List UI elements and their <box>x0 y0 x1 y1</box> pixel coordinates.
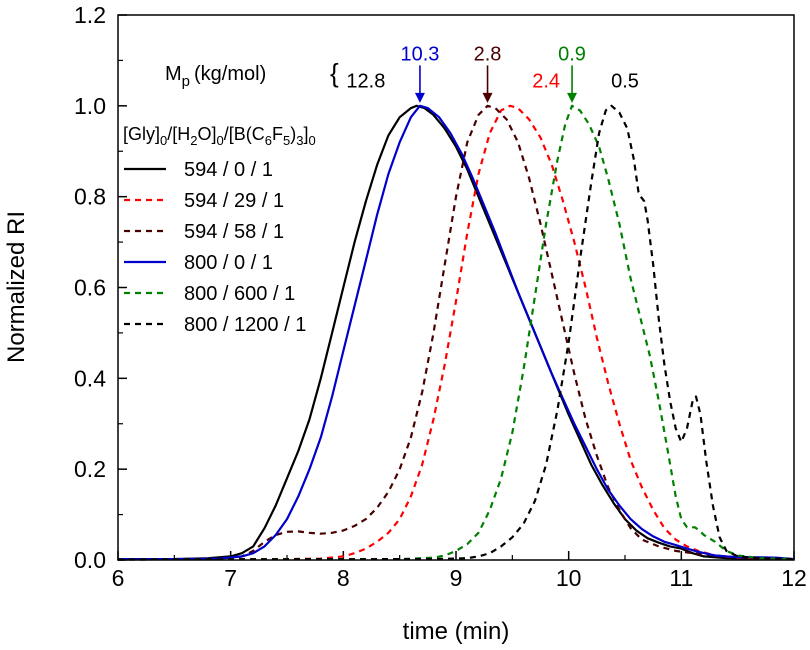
mp-label: Mp (kg/mol) <box>165 63 266 90</box>
y-tick-label: 0.2 <box>74 456 106 482</box>
legend-label-6: 800 / 1200 / 1 <box>184 314 306 336</box>
series-line-4 <box>118 104 795 561</box>
x-tick-label: 11 <box>669 565 693 591</box>
peak-label-3: 2.8 <box>474 43 502 65</box>
legend-label-2: 594 / 29 / 1 <box>184 190 284 212</box>
tick-labels: 6 7 8 9 10 11 12 0.0 0.2 0.4 0.6 0.8 1.0 1.2 <box>74 2 807 591</box>
peak-arrow-head-5 <box>567 92 578 103</box>
x-tick-label: 10 <box>556 565 582 591</box>
series-line-5 <box>117 104 795 561</box>
peak-arrow-head-3 <box>482 92 493 103</box>
mp-subscript: p <box>182 73 190 90</box>
y-axis-title: Normalized RI <box>3 211 30 363</box>
x-tick-label: 8 <box>337 565 350 591</box>
y-tick-label: 0.0 <box>74 547 106 573</box>
x-tick-label: 9 <box>450 565 463 591</box>
peak-arrow-head-2 <box>414 92 425 103</box>
y-tick-label: 0.4 <box>74 365 106 391</box>
legend-label-4: 800 / 0 / 1 <box>184 252 273 274</box>
x-tick-label: 12 <box>781 565 807 591</box>
mp-brace: { <box>330 58 339 88</box>
series-line-1 <box>118 104 795 561</box>
series-line-3 <box>117 104 795 561</box>
y-tick-label: 1.0 <box>74 93 106 119</box>
peak-label-2: 10.3 <box>400 43 439 65</box>
y-tick-label: 0.8 <box>74 184 106 210</box>
peak-label-6: 0.5 <box>611 71 639 93</box>
legend-label-3: 594 / 58 / 1 <box>184 221 284 243</box>
peak-annotations: 12.8 10.3 2.8 2.4 0.9 0.5 <box>346 43 639 103</box>
legend-title: [Gly]0/[H2O]0/[B(C6F5)3]0 <box>123 124 316 148</box>
peak-label-1: 12.8 <box>346 71 385 93</box>
series-lines <box>117 104 795 561</box>
legend-label-1: 594 / 0 / 1 <box>184 159 273 181</box>
legend: 594 / 0 / 1 594 / 29 / 1 594 / 58 / 1 800 /… <box>124 159 306 336</box>
mp-unit: (kg/mol) <box>194 63 266 85</box>
y-tick-label: 1.2 <box>74 2 106 28</box>
series-line-2 <box>117 104 795 561</box>
y-tick-label: 0.6 <box>74 275 106 301</box>
peak-label-4: 2.4 <box>532 71 560 93</box>
x-tick-label: 6 <box>112 565 125 591</box>
peak-label-5: 0.9 <box>558 43 586 65</box>
series-line-6 <box>117 104 795 561</box>
legend-label-5: 800 / 600 / 1 <box>184 283 295 305</box>
x-tick-label: 7 <box>224 565 237 591</box>
plot-frame <box>117 14 795 561</box>
x-axis-title: time (min) <box>403 618 510 645</box>
